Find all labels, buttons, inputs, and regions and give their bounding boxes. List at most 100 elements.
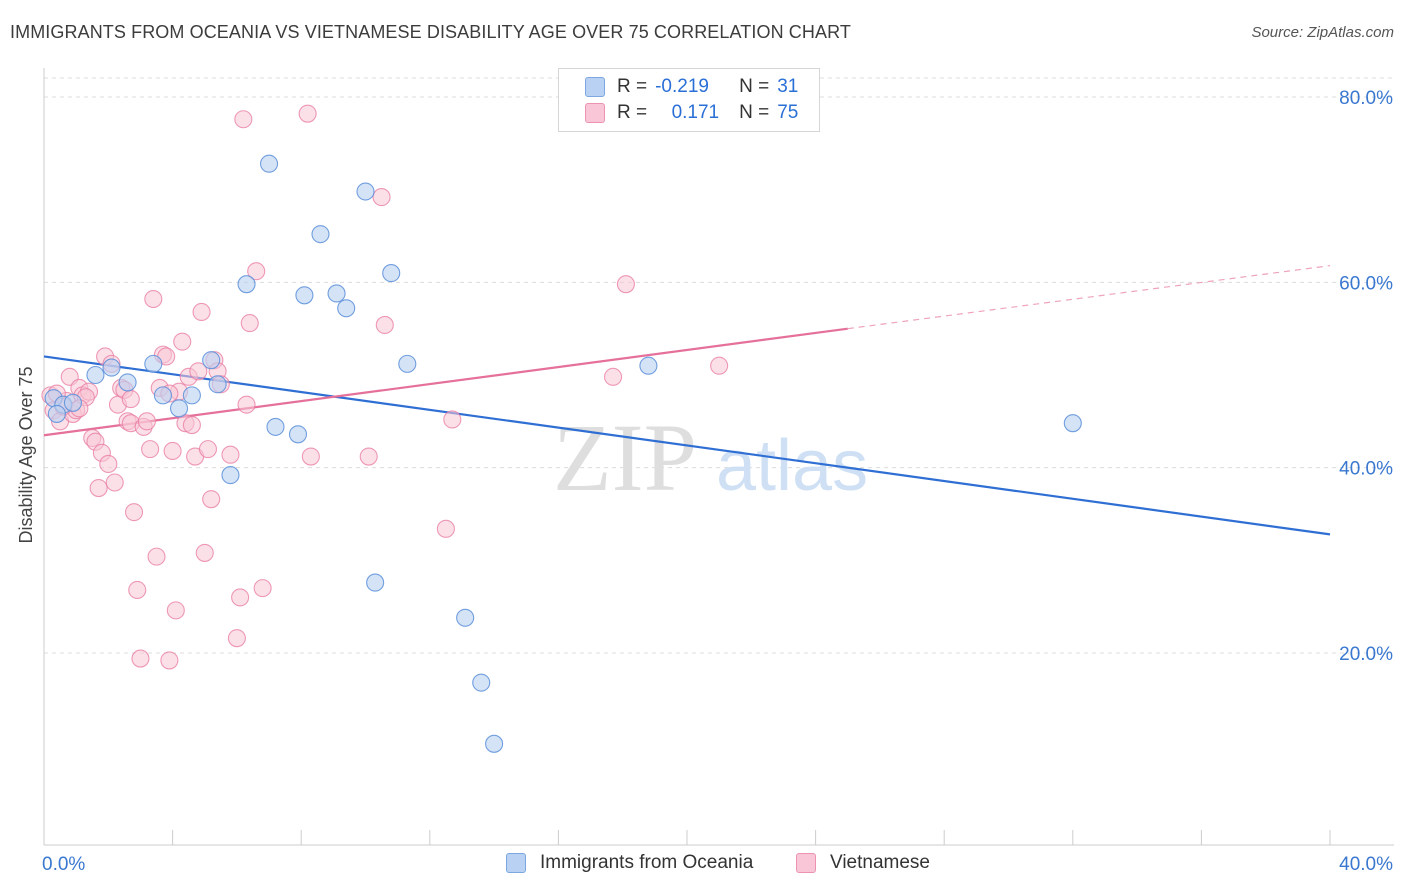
x-tick-label: 0.0% bbox=[42, 854, 85, 875]
point-vietnamese bbox=[231, 588, 250, 607]
point-vietnamese bbox=[359, 447, 378, 466]
point-vietnamese bbox=[131, 649, 150, 668]
legend-n-value-oceania: 31 bbox=[777, 76, 799, 97]
point-vietnamese bbox=[443, 410, 462, 429]
point-vietnamese bbox=[128, 580, 147, 600]
y-axis-label: Disability Age Over 75 bbox=[16, 366, 36, 544]
series-legend: Immigrants from Oceania Vietnamese bbox=[0, 852, 1406, 876]
point-oceania bbox=[398, 354, 417, 373]
point-vietnamese bbox=[372, 188, 391, 207]
point-oceania bbox=[144, 354, 163, 373]
point-vietnamese bbox=[253, 579, 272, 598]
chart-title: IMMIGRANTS FROM OCEANIA VS VIETNAMESE DI… bbox=[10, 22, 851, 42]
point-oceania bbox=[86, 365, 105, 385]
point-oceania bbox=[63, 393, 82, 412]
point-oceania bbox=[472, 673, 491, 692]
point-oceania bbox=[456, 608, 475, 627]
point-vietnamese bbox=[227, 629, 246, 648]
legend-n-value-vietnamese: 75 bbox=[777, 102, 799, 123]
point-vietnamese bbox=[182, 415, 201, 435]
point-oceania bbox=[153, 386, 173, 405]
series-legend-vietnamese[interactable]: Vietnamese bbox=[796, 852, 930, 874]
legend-n-label: N = bbox=[739, 76, 770, 97]
y-tick-label: 60.0% bbox=[1339, 273, 1393, 294]
series-swatch-oceania bbox=[506, 853, 526, 873]
watermark: ZIP atlas bbox=[553, 404, 868, 511]
point-vietnamese bbox=[247, 262, 266, 281]
point-vietnamese bbox=[89, 479, 108, 498]
point-oceania bbox=[237, 275, 256, 294]
point-vietnamese bbox=[240, 314, 259, 333]
point-vietnamese bbox=[604, 367, 623, 386]
y-tick-label: 20.0% bbox=[1339, 644, 1393, 665]
point-oceania bbox=[327, 284, 346, 303]
point-oceania bbox=[182, 386, 201, 405]
point-vietnamese bbox=[124, 503, 144, 522]
point-vietnamese bbox=[375, 315, 394, 335]
point-oceania bbox=[337, 299, 356, 318]
point-oceania bbox=[47, 404, 66, 423]
series-legend-oceania[interactable]: Immigrants from Oceania bbox=[506, 852, 753, 874]
correlation-legend: R = -0.219 N = 31 R = 0.171 N = 75 bbox=[558, 68, 820, 132]
point-vietnamese bbox=[160, 651, 179, 670]
legend-swatch-oceania bbox=[585, 77, 605, 97]
x-tick-label: 40.0% bbox=[1339, 854, 1393, 875]
point-vietnamese bbox=[202, 490, 221, 509]
trend-lines bbox=[43, 265, 1331, 536]
trend-line-oceania bbox=[43, 355, 1331, 536]
point-oceania bbox=[382, 264, 401, 283]
point-vietnamese bbox=[147, 547, 166, 566]
point-vietnamese bbox=[105, 473, 124, 492]
point-oceania bbox=[221, 466, 240, 485]
point-vietnamese bbox=[234, 110, 253, 129]
point-oceania bbox=[102, 358, 121, 377]
point-vietnamese bbox=[144, 289, 163, 309]
point-oceania bbox=[295, 286, 314, 305]
point-vietnamese bbox=[189, 362, 208, 381]
point-vietnamese bbox=[121, 390, 140, 409]
point-vietnamese bbox=[616, 275, 635, 294]
series-label-oceania: Immigrants from Oceania bbox=[540, 852, 754, 873]
point-oceania bbox=[169, 399, 189, 418]
point-oceania bbox=[208, 375, 227, 394]
point-oceania bbox=[356, 182, 375, 201]
y-tick-label: 80.0% bbox=[1339, 88, 1393, 109]
watermark-zip: ZIP bbox=[553, 404, 697, 511]
point-vietnamese bbox=[163, 441, 182, 461]
watermark-atlas: atlas bbox=[716, 426, 868, 506]
legend-r-label: R = bbox=[617, 76, 648, 97]
point-vietnamese bbox=[141, 440, 160, 459]
point-vietnamese bbox=[173, 332, 192, 351]
point-oceania bbox=[485, 734, 504, 753]
point-vietnamese bbox=[166, 601, 185, 620]
point-vietnamese bbox=[301, 447, 320, 466]
point-vietnamese bbox=[192, 302, 211, 322]
point-oceania bbox=[1063, 414, 1082, 433]
point-vietnamese bbox=[99, 454, 118, 474]
series-label-vietnamese: Vietnamese bbox=[830, 852, 930, 873]
axes bbox=[43, 68, 1394, 846]
legend-r-label: R = bbox=[617, 102, 648, 123]
tick-labels: 20.0% 40.0% 60.0% 80.0% 0.0% 40.0% bbox=[42, 88, 1393, 875]
point-oceania bbox=[118, 373, 137, 392]
y-tick-label: 40.0% bbox=[1339, 459, 1393, 480]
series-swatch-vietnamese bbox=[796, 853, 816, 873]
point-oceania bbox=[202, 351, 221, 370]
point-vietnamese bbox=[298, 104, 317, 123]
source-credit: Source: ZipAtlas.com bbox=[1251, 24, 1394, 41]
legend-n-label: N = bbox=[739, 102, 770, 123]
point-vietnamese bbox=[195, 543, 214, 562]
point-vietnamese bbox=[137, 412, 156, 431]
point-oceania bbox=[639, 356, 658, 375]
point-vietnamese bbox=[436, 519, 455, 538]
point-oceania bbox=[266, 417, 285, 436]
point-oceania bbox=[259, 154, 279, 173]
trend-line-vietnamese bbox=[43, 327, 848, 437]
legend-row-vietnamese: R = 0.171 N = 75 bbox=[585, 100, 798, 126]
point-vietnamese bbox=[221, 445, 240, 464]
legend-r-value-vietnamese: 0.171 bbox=[671, 102, 720, 123]
legend-row-oceania: R = -0.219 N = 31 bbox=[585, 74, 798, 100]
data-points bbox=[41, 104, 1082, 753]
point-oceania bbox=[311, 225, 330, 244]
